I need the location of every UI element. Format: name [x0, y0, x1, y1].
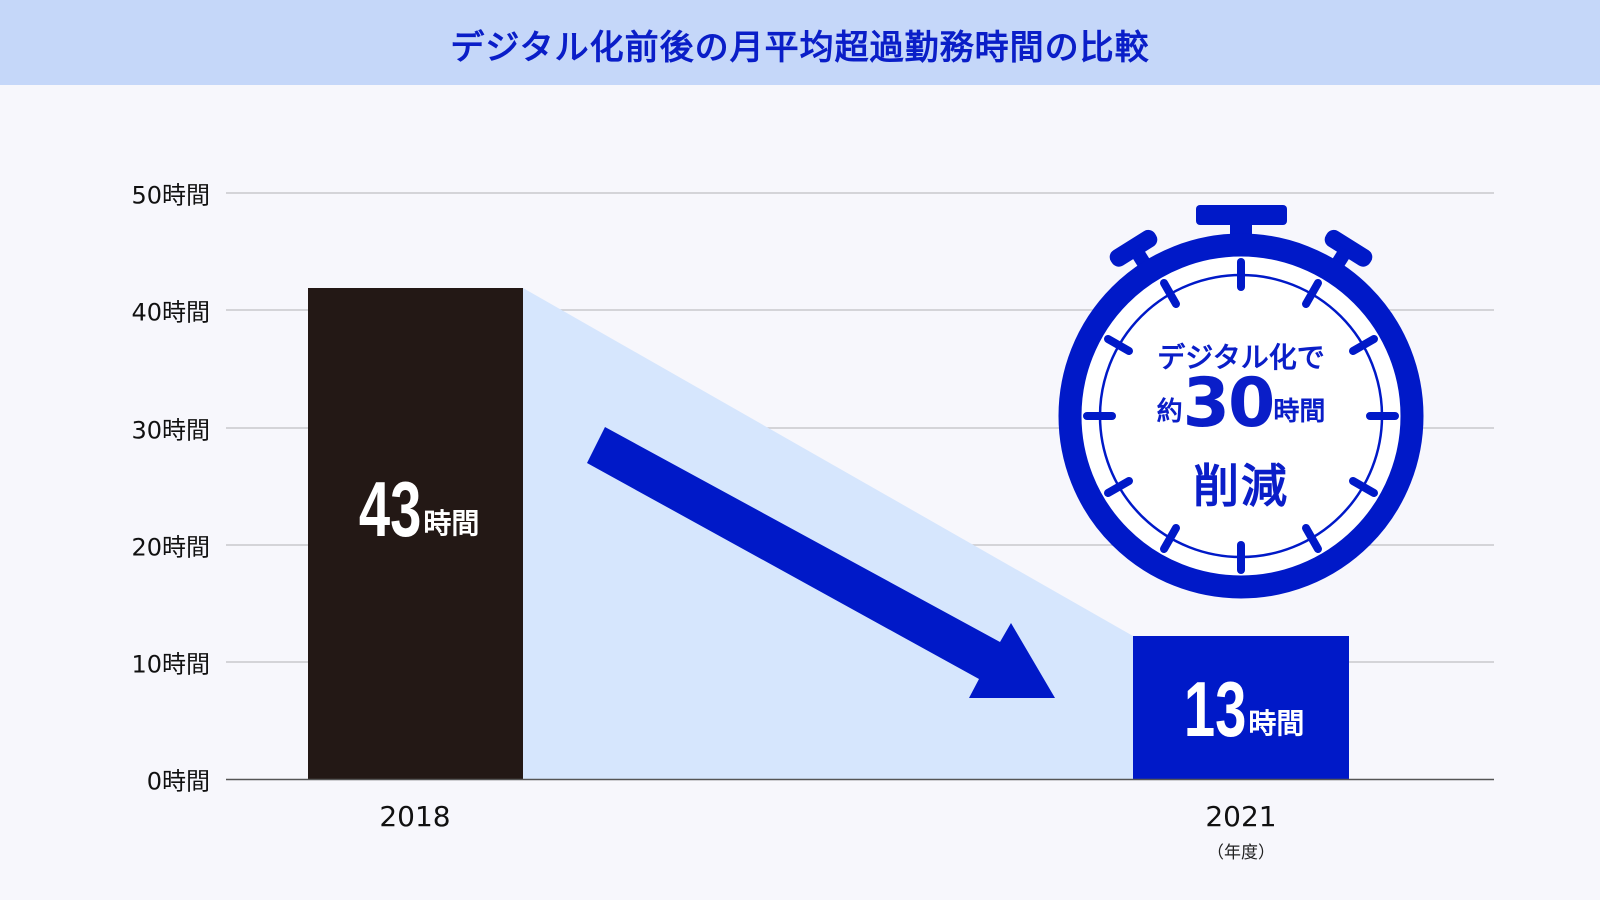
- bar-value-2018: 43 時間: [357, 465, 480, 553]
- chart-header: デジタル化前後の月平均超過勤務時間の比較: [0, 0, 1600, 85]
- x-tick-label-2018: 2018: [379, 800, 451, 833]
- x-tick-label-2021: 2021: [1205, 800, 1277, 833]
- bar-2018: [308, 288, 523, 779]
- bar-value-unit: 時間: [423, 507, 480, 540]
- y-tick-label-0: 0時間: [146, 767, 210, 796]
- chart-title: デジタル化前後の月平均超過勤務時間の比較: [450, 28, 1150, 68]
- stopwatch-line3: 削減: [1193, 459, 1289, 513]
- y-tick-label-30: 30時間: [131, 416, 210, 445]
- stopwatch-suffix: 時間: [1273, 397, 1326, 427]
- stopwatch-line2: 約 30 時間: [1157, 370, 1326, 438]
- bar-value-2021: 13 時間: [1182, 665, 1305, 753]
- y-tick-label-50: 50時間: [131, 181, 210, 210]
- stopwatch-prefix: 約: [1156, 397, 1183, 427]
- stopwatch-icon: [1058, 205, 1424, 599]
- bar-2021: [1133, 636, 1349, 779]
- y-tick-label-20: 20時間: [131, 533, 210, 562]
- arrow-down-icon: [587, 427, 1055, 698]
- x-axis-unit: （年度）: [1207, 843, 1275, 863]
- y-tick-label-10: 10時間: [131, 650, 210, 679]
- stopwatch-line1: デジタル化で: [1157, 341, 1325, 374]
- bar-value-unit: 時間: [1248, 707, 1305, 740]
- bar-value-number: 43: [358, 465, 422, 553]
- y-tick-label-40: 40時間: [131, 298, 210, 327]
- reduction-area: [523, 288, 1133, 779]
- bar-value-number: 13: [1183, 665, 1247, 753]
- stopwatch-number: 30: [1182, 364, 1276, 443]
